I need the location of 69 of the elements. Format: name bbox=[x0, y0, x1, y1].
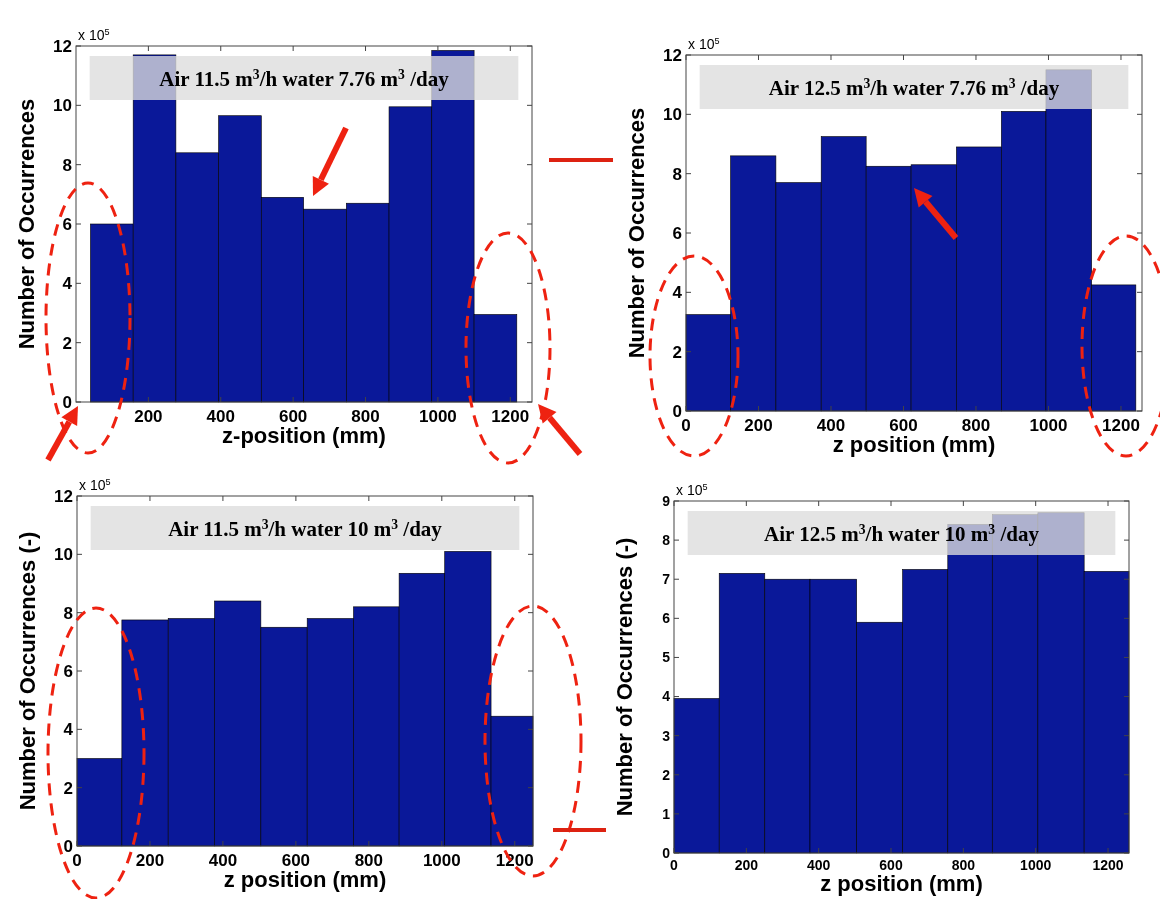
y-tick-label: 12 bbox=[54, 486, 73, 506]
x-tick-label: 200 bbox=[135, 851, 165, 870]
y-tick-label: 0 bbox=[62, 392, 72, 412]
text: Air 11.5 m$^{3}$/h water 7.76 m$^{3}$ /day bbox=[159, 66, 450, 91]
text: Air 12.5 m$^{3}$/h water 10 m$^{3}$ /day bbox=[764, 521, 1040, 546]
y-tick-label: 2 bbox=[662, 766, 671, 783]
x-tick-label: 400 bbox=[806, 857, 831, 873]
x-tick-label: 200 bbox=[734, 857, 759, 873]
y-tick-label: 8 bbox=[62, 155, 72, 175]
y-tick-label: 0 bbox=[63, 836, 73, 856]
x-tick-label: 1000 bbox=[1020, 857, 1052, 873]
y-tick-label: 4 bbox=[662, 688, 671, 705]
x-tick-label: 1200 bbox=[491, 407, 530, 426]
text: x 10$^{5}$ bbox=[79, 477, 111, 493]
text: Air 12.5 m$^{3}$/h water 7.76 m$^{3}$ /day bbox=[768, 75, 1060, 100]
y-tick-label: 10 bbox=[53, 96, 72, 116]
x-tick-label: 600 bbox=[278, 407, 308, 426]
y-tick-label: 4 bbox=[63, 720, 74, 740]
x-tick-label: 1200 bbox=[1102, 416, 1140, 435]
y-tick-label: 2 bbox=[62, 333, 72, 353]
x-tick-label: 800 bbox=[961, 416, 991, 435]
x-axis-title: z position (mm) bbox=[223, 867, 387, 892]
y-tick-label: 6 bbox=[63, 661, 73, 681]
y-tick-label: 3 bbox=[662, 727, 671, 744]
x-tick-label: 600 bbox=[879, 857, 903, 873]
y-tick-label: 2 bbox=[672, 342, 682, 362]
y-tick-label: 4 bbox=[62, 274, 73, 294]
y-axis-title: Number of Occurrences bbox=[624, 107, 649, 359]
x-axis-title: z position (mm) bbox=[832, 432, 996, 457]
y-tick-label: 10 bbox=[663, 105, 682, 125]
text: x 10$^{5}$ bbox=[676, 482, 708, 498]
y-tick-label: 5 bbox=[662, 649, 671, 666]
y-tick-label: 12 bbox=[53, 36, 72, 56]
x-tick-label: 1000 bbox=[422, 851, 461, 870]
x-axis-title: z-position (mm) bbox=[222, 423, 386, 448]
x-tick-label: 800 bbox=[354, 851, 384, 870]
y-tick-label: 1 bbox=[662, 805, 671, 822]
y-axis-title: Number of Occurrences bbox=[14, 98, 39, 350]
y-tick-label: 6 bbox=[662, 610, 671, 627]
y-tick-label: 7 bbox=[662, 571, 671, 588]
y-tick-label: 6 bbox=[672, 223, 682, 243]
x-tick-label: 1200 bbox=[495, 851, 534, 870]
x-tick-label: 600 bbox=[281, 851, 311, 870]
x-axis-title: z position (mm) bbox=[820, 871, 983, 896]
x-tick-label: 800 bbox=[951, 857, 976, 873]
x-tick-label: 200 bbox=[134, 407, 163, 426]
y-axis-title: Number of Occurrences (-) bbox=[15, 531, 40, 811]
x-tick-label: 1000 bbox=[1029, 416, 1068, 435]
y-tick-label: 8 bbox=[672, 164, 682, 184]
x-tick-label: 400 bbox=[206, 407, 235, 426]
x-tick-label: 1200 bbox=[1092, 857, 1124, 873]
text: x 10$^{5}$ bbox=[78, 27, 110, 43]
y-tick-label: 6 bbox=[62, 214, 72, 234]
y-axis-title: Number of Occurrences (-) bbox=[612, 537, 637, 817]
x-tick-label: 400 bbox=[208, 851, 238, 870]
y-tick-label: 8 bbox=[662, 532, 671, 549]
y-tick-label: 2 bbox=[63, 778, 73, 798]
y-tick-label: 12 bbox=[663, 45, 682, 65]
text: Air 11.5 m$^{3}$/h water 10 m$^{3}$ /day bbox=[168, 516, 443, 541]
y-tick-label: 4 bbox=[672, 283, 683, 303]
text: x 10$^{5}$ bbox=[688, 36, 720, 52]
x-tick-label: 600 bbox=[889, 416, 918, 435]
x-tick-label: 200 bbox=[744, 416, 773, 435]
y-tick-label: 9 bbox=[662, 492, 671, 509]
x-tick-label: 1000 bbox=[418, 407, 457, 426]
y-tick-label: 8 bbox=[63, 603, 73, 623]
x-tick-label: 400 bbox=[816, 416, 846, 435]
x-tick-label: 800 bbox=[351, 407, 380, 426]
y-tick-label: 10 bbox=[54, 545, 73, 565]
